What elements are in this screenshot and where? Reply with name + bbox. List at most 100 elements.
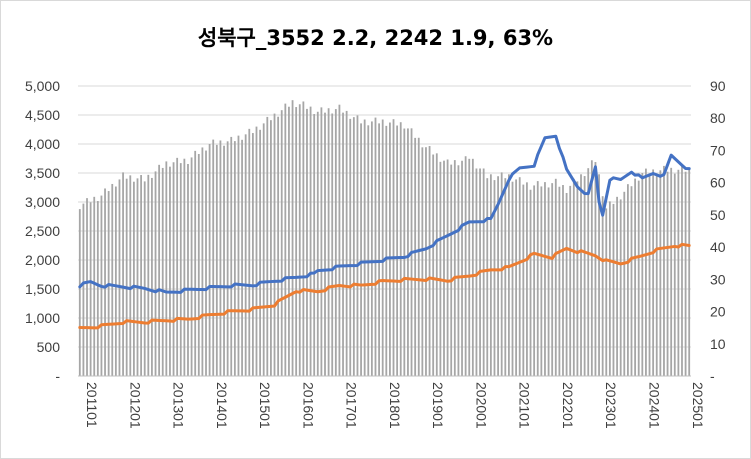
bar bbox=[536, 181, 539, 376]
bar bbox=[172, 162, 175, 376]
bar bbox=[298, 104, 301, 376]
y-left-tick-label: 1,000 bbox=[25, 310, 60, 326]
bar bbox=[641, 173, 644, 376]
bar bbox=[515, 179, 518, 376]
y-left-tick-label: 2,500 bbox=[25, 223, 60, 239]
bar bbox=[89, 202, 92, 376]
bar bbox=[219, 140, 222, 376]
bar bbox=[396, 125, 399, 376]
y-left-tick-label: 4,000 bbox=[25, 136, 60, 152]
x-tick-label: 202401 bbox=[647, 382, 663, 429]
bar bbox=[338, 104, 341, 376]
bar bbox=[151, 177, 153, 376]
bar bbox=[558, 186, 561, 376]
bar bbox=[605, 208, 608, 376]
bar bbox=[226, 141, 229, 376]
bar bbox=[576, 181, 579, 376]
bar bbox=[158, 164, 161, 376]
bar bbox=[529, 189, 532, 376]
bar bbox=[399, 122, 402, 376]
bar bbox=[425, 147, 427, 376]
bar bbox=[78, 209, 81, 376]
bar bbox=[508, 174, 510, 376]
bar bbox=[284, 103, 287, 377]
bar bbox=[518, 177, 521, 376]
bar bbox=[565, 192, 568, 376]
bar bbox=[547, 187, 550, 376]
bar bbox=[147, 174, 150, 376]
bar bbox=[241, 139, 243, 376]
bar bbox=[663, 165, 665, 376]
bar bbox=[201, 147, 204, 376]
bar bbox=[500, 172, 503, 376]
bar bbox=[670, 167, 673, 376]
y-right-tick-label: - bbox=[710, 368, 715, 384]
bar bbox=[511, 181, 514, 376]
bar bbox=[414, 137, 417, 376]
bar bbox=[143, 181, 146, 376]
bar bbox=[223, 145, 225, 376]
y-left-tick-label: 3,000 bbox=[25, 194, 60, 210]
bar bbox=[435, 153, 438, 376]
bar bbox=[205, 150, 207, 376]
chart-title: 성북구_3552 2.2, 2242 1.9, 63% bbox=[197, 26, 554, 50]
bar bbox=[104, 188, 106, 376]
bar bbox=[428, 146, 431, 376]
bar bbox=[684, 171, 687, 376]
bar bbox=[259, 129, 261, 376]
bar bbox=[443, 160, 445, 376]
bar bbox=[370, 121, 373, 376]
x-tick-label: 201301 bbox=[171, 382, 187, 429]
bar bbox=[378, 123, 380, 376]
y-right-tick-label: 20 bbox=[710, 304, 726, 320]
bar bbox=[634, 178, 637, 376]
bar bbox=[176, 157, 179, 376]
bar bbox=[648, 173, 651, 376]
bar bbox=[190, 157, 193, 376]
bar bbox=[302, 101, 305, 376]
bar bbox=[230, 136, 233, 376]
bar bbox=[215, 144, 218, 376]
bar bbox=[645, 168, 647, 376]
tick-labels: - 500 1,000 1,500 2,000 2,500 3,000 3,500 4,000 4… bbox=[25, 78, 726, 429]
bar bbox=[392, 119, 395, 376]
bar bbox=[316, 111, 319, 376]
y-right-tick-label: 10 bbox=[710, 336, 726, 352]
bar bbox=[601, 196, 604, 376]
y-right-tick-label: 40 bbox=[710, 239, 726, 255]
x-tick-label: 201401 bbox=[214, 382, 230, 429]
bar bbox=[93, 196, 96, 376]
bar bbox=[251, 133, 254, 376]
bar bbox=[161, 167, 164, 376]
bar bbox=[136, 178, 139, 376]
bar bbox=[612, 203, 615, 376]
bar bbox=[471, 158, 474, 376]
bar-series bbox=[78, 100, 691, 377]
bar bbox=[421, 147, 424, 376]
bar bbox=[619, 199, 622, 376]
bar bbox=[288, 106, 290, 376]
bar bbox=[194, 150, 197, 376]
bar bbox=[489, 174, 492, 376]
bar bbox=[580, 174, 582, 376]
bar bbox=[446, 159, 449, 376]
x-tick-label: 201901 bbox=[430, 382, 446, 429]
bar bbox=[262, 123, 265, 376]
bar bbox=[627, 184, 629, 376]
x-tick-label: 201101 bbox=[84, 382, 100, 428]
bar bbox=[562, 185, 564, 376]
y-right-tick-label: 90 bbox=[710, 78, 726, 94]
bar bbox=[583, 176, 586, 376]
bar bbox=[540, 186, 543, 376]
bar bbox=[208, 144, 211, 376]
y-right-tick-label: 30 bbox=[710, 271, 726, 287]
bar bbox=[122, 172, 124, 376]
y-right-tick-label: 50 bbox=[710, 207, 726, 223]
bar bbox=[533, 185, 536, 376]
bar bbox=[468, 158, 471, 376]
bar bbox=[453, 160, 456, 376]
bar bbox=[187, 163, 189, 376]
y-left-tick-label: 500 bbox=[37, 339, 61, 355]
bar bbox=[309, 106, 312, 377]
